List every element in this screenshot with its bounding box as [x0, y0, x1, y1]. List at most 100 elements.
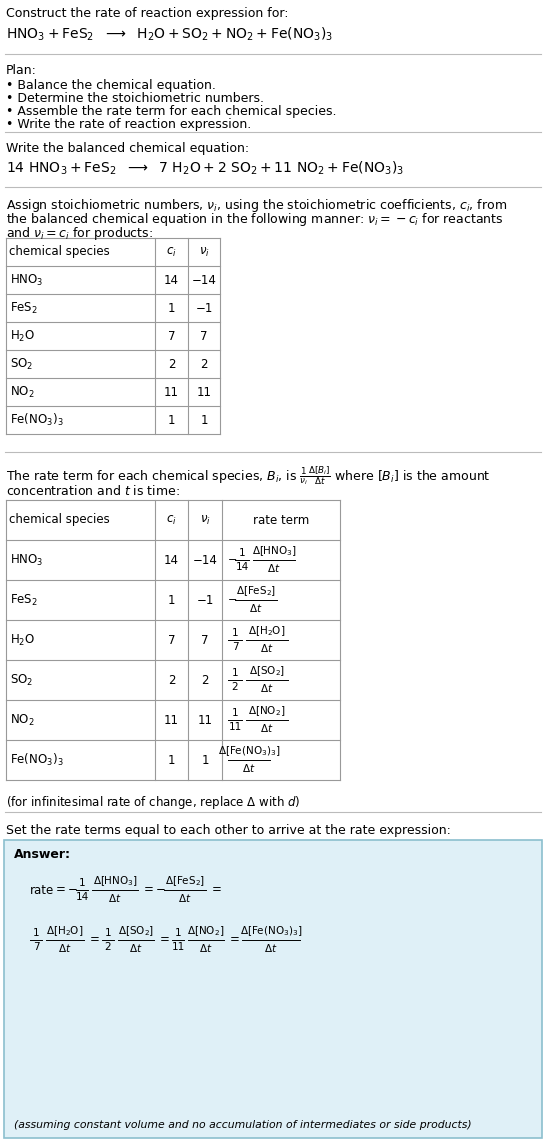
Text: $\Delta t$: $\Delta t$	[260, 722, 274, 734]
Text: 1: 1	[105, 928, 111, 938]
Text: $\Delta t$: $\Delta t$	[264, 942, 278, 954]
Text: 14: 14	[75, 892, 88, 902]
Text: −14: −14	[192, 273, 216, 287]
Text: $\Delta t$: $\Delta t$	[250, 602, 263, 614]
Text: $\mathsf{Fe(NO_3)_3}$: $\mathsf{Fe(NO_3)_3}$	[10, 412, 63, 428]
Text: $\mathsf{SO_2}$: $\mathsf{SO_2}$	[10, 356, 33, 371]
Text: $\Delta\mathsf{[NO_2]}$: $\Delta\mathsf{[NO_2]}$	[248, 705, 286, 718]
Text: $c_i$: $c_i$	[166, 514, 177, 526]
Text: 2: 2	[201, 674, 209, 686]
FancyBboxPatch shape	[4, 841, 542, 1137]
Text: −1: −1	[197, 594, 213, 606]
Text: chemical species: chemical species	[9, 246, 110, 258]
Text: $\Delta\mathsf{[FeS_2]}$: $\Delta\mathsf{[FeS_2]}$	[236, 585, 276, 598]
Text: • Write the rate of reaction expression.: • Write the rate of reaction expression.	[6, 118, 251, 131]
Text: −1: −1	[195, 301, 213, 314]
Text: =: =	[160, 933, 170, 947]
Text: Set the rate terms equal to each other to arrive at the rate expression:: Set the rate terms equal to each other t…	[6, 825, 451, 837]
Text: −: −	[68, 884, 78, 896]
Text: =: =	[56, 884, 66, 896]
Text: $\Delta t$: $\Delta t$	[260, 682, 274, 694]
Text: 2: 2	[168, 674, 175, 686]
Text: 7: 7	[33, 942, 39, 952]
Text: =: =	[90, 933, 100, 947]
Text: Write the balanced chemical equation:: Write the balanced chemical equation:	[6, 142, 249, 155]
Text: 2: 2	[105, 942, 111, 952]
Text: the balanced chemical equation in the following manner: $\nu_i = -c_i$ for react: the balanced chemical equation in the fo…	[6, 211, 503, 228]
Text: $\Delta\mathsf{[HNO_3]}$: $\Delta\mathsf{[HNO_3]}$	[93, 874, 138, 888]
Text: Assign stoichiometric numbers, $\nu_i$, using the stoichiometric coefficients, $: Assign stoichiometric numbers, $\nu_i$, …	[6, 198, 507, 214]
Text: 1: 1	[232, 668, 238, 678]
Text: 7: 7	[201, 634, 209, 646]
Text: −: −	[156, 884, 166, 896]
Text: $\mathsf{H_2O}$: $\mathsf{H_2O}$	[10, 633, 35, 648]
Text: 14: 14	[164, 273, 179, 287]
Text: (assuming constant volume and no accumulation of intermediates or side products): (assuming constant volume and no accumul…	[14, 1120, 472, 1129]
Text: 1: 1	[239, 548, 245, 558]
Text: 2: 2	[200, 357, 207, 370]
Text: $\nu_i$: $\nu_i$	[199, 246, 210, 258]
Text: 7: 7	[168, 634, 175, 646]
Text: $\mathsf{H_2O}$: $\mathsf{H_2O}$	[10, 329, 35, 344]
Text: 1: 1	[200, 413, 207, 426]
Text: $\Delta t$: $\Delta t$	[267, 562, 281, 574]
Text: 14: 14	[164, 554, 179, 566]
Text: 1: 1	[79, 878, 85, 888]
Text: $\Delta t$: $\Delta t$	[242, 762, 256, 774]
Text: $\mathsf{HNO_3}$: $\mathsf{HNO_3}$	[10, 273, 44, 288]
Text: 1: 1	[168, 594, 175, 606]
Text: $\Delta t$: $\Delta t$	[129, 942, 143, 954]
Text: 11: 11	[197, 386, 211, 399]
Text: $\Delta t$: $\Delta t$	[108, 892, 122, 904]
Text: $\Delta\mathsf{[SO_2]}$: $\Delta\mathsf{[SO_2]}$	[249, 665, 285, 678]
Text: 11: 11	[164, 714, 179, 726]
Text: • Determine the stoichiometric numbers.: • Determine the stoichiometric numbers.	[6, 93, 264, 105]
Text: 7: 7	[168, 330, 175, 343]
Text: (for infinitesimal rate of change, replace $\Delta$ with $d$): (for infinitesimal rate of change, repla…	[6, 794, 300, 811]
Text: 7: 7	[232, 642, 238, 652]
Text: $\mathsf{FeS_2}$: $\mathsf{FeS_2}$	[10, 300, 38, 315]
Text: $\mathsf{NO_2}$: $\mathsf{NO_2}$	[10, 385, 34, 400]
Text: • Balance the chemical equation.: • Balance the chemical equation.	[6, 79, 216, 93]
Text: • Assemble the rate term for each chemical species.: • Assemble the rate term for each chemic…	[6, 105, 336, 118]
Text: $\Delta\mathsf{[NO_2]}$: $\Delta\mathsf{[NO_2]}$	[187, 924, 224, 938]
Text: $\Delta\mathsf{[Fe(NO_3)_3]}$: $\Delta\mathsf{[Fe(NO_3)_3]}$	[218, 745, 280, 758]
Text: $\nu_i$: $\nu_i$	[200, 514, 210, 526]
Text: 11: 11	[228, 722, 242, 732]
Text: 11: 11	[198, 714, 212, 726]
Text: $\mathsf{14\ HNO_3 + FeS_2}$  $\mathsf{\longrightarrow}$  $\mathsf{7\ H_2O + 2\ : $\mathsf{14\ HNO_3 + FeS_2}$ $\mathsf{\l…	[6, 160, 404, 177]
Text: 1: 1	[168, 413, 175, 426]
Text: $\mathsf{NO_2}$: $\mathsf{NO_2}$	[10, 713, 34, 727]
Text: 2: 2	[168, 357, 175, 370]
Text: $\Delta\mathsf{[H_2O]}$: $\Delta\mathsf{[H_2O]}$	[248, 625, 286, 638]
Text: $c_i$: $c_i$	[166, 246, 177, 258]
Text: The rate term for each chemical species, $B_i$, is $\frac{1}{\nu_i}\frac{\Delta : The rate term for each chemical species,…	[6, 464, 490, 486]
Text: =: =	[212, 884, 222, 896]
Text: concentration and $t$ is time:: concentration and $t$ is time:	[6, 484, 180, 498]
Text: Plan:: Plan:	[6, 64, 37, 77]
Text: $\Delta\mathsf{[SO_2]}$: $\Delta\mathsf{[SO_2]}$	[118, 924, 154, 938]
Text: =: =	[230, 933, 240, 947]
Text: $\Delta t$: $\Delta t$	[178, 892, 192, 904]
Text: 1: 1	[33, 928, 39, 938]
Text: 1: 1	[232, 628, 238, 638]
Text: $\mathsf{HNO_3 + FeS_2}$  $\mathsf{\longrightarrow}$  $\mathsf{H_2O + SO_2 + NO_: $\mathsf{HNO_3 + FeS_2}$ $\mathsf{\longr…	[6, 26, 333, 43]
Text: $\mathsf{Fe(NO_3)_3}$: $\mathsf{Fe(NO_3)_3}$	[10, 751, 63, 769]
Text: $\Delta\mathsf{[H_2O]}$: $\Delta\mathsf{[H_2O]}$	[46, 924, 84, 938]
Text: =: =	[144, 884, 154, 896]
Text: Construct the rate of reaction expression for:: Construct the rate of reaction expressio…	[6, 7, 288, 21]
Text: $\Delta t$: $\Delta t$	[58, 942, 72, 954]
Text: rate term: rate term	[253, 514, 309, 526]
Text: 14: 14	[235, 562, 248, 572]
Text: −: −	[228, 595, 238, 605]
Text: $\Delta\mathsf{[HNO_3]}$: $\Delta\mathsf{[HNO_3]}$	[252, 545, 296, 558]
Text: $\Delta\mathsf{[Fe(NO_3)_3]}$: $\Delta\mathsf{[Fe(NO_3)_3]}$	[240, 924, 302, 938]
Text: 1: 1	[168, 301, 175, 314]
Text: $\mathsf{SO_2}$: $\mathsf{SO_2}$	[10, 673, 33, 687]
Text: 1: 1	[201, 754, 209, 766]
Text: −: −	[228, 555, 238, 565]
Text: chemical species: chemical species	[9, 514, 110, 526]
Text: rate: rate	[30, 884, 54, 896]
Text: 2: 2	[232, 682, 238, 692]
Text: $\Delta t$: $\Delta t$	[199, 942, 213, 954]
